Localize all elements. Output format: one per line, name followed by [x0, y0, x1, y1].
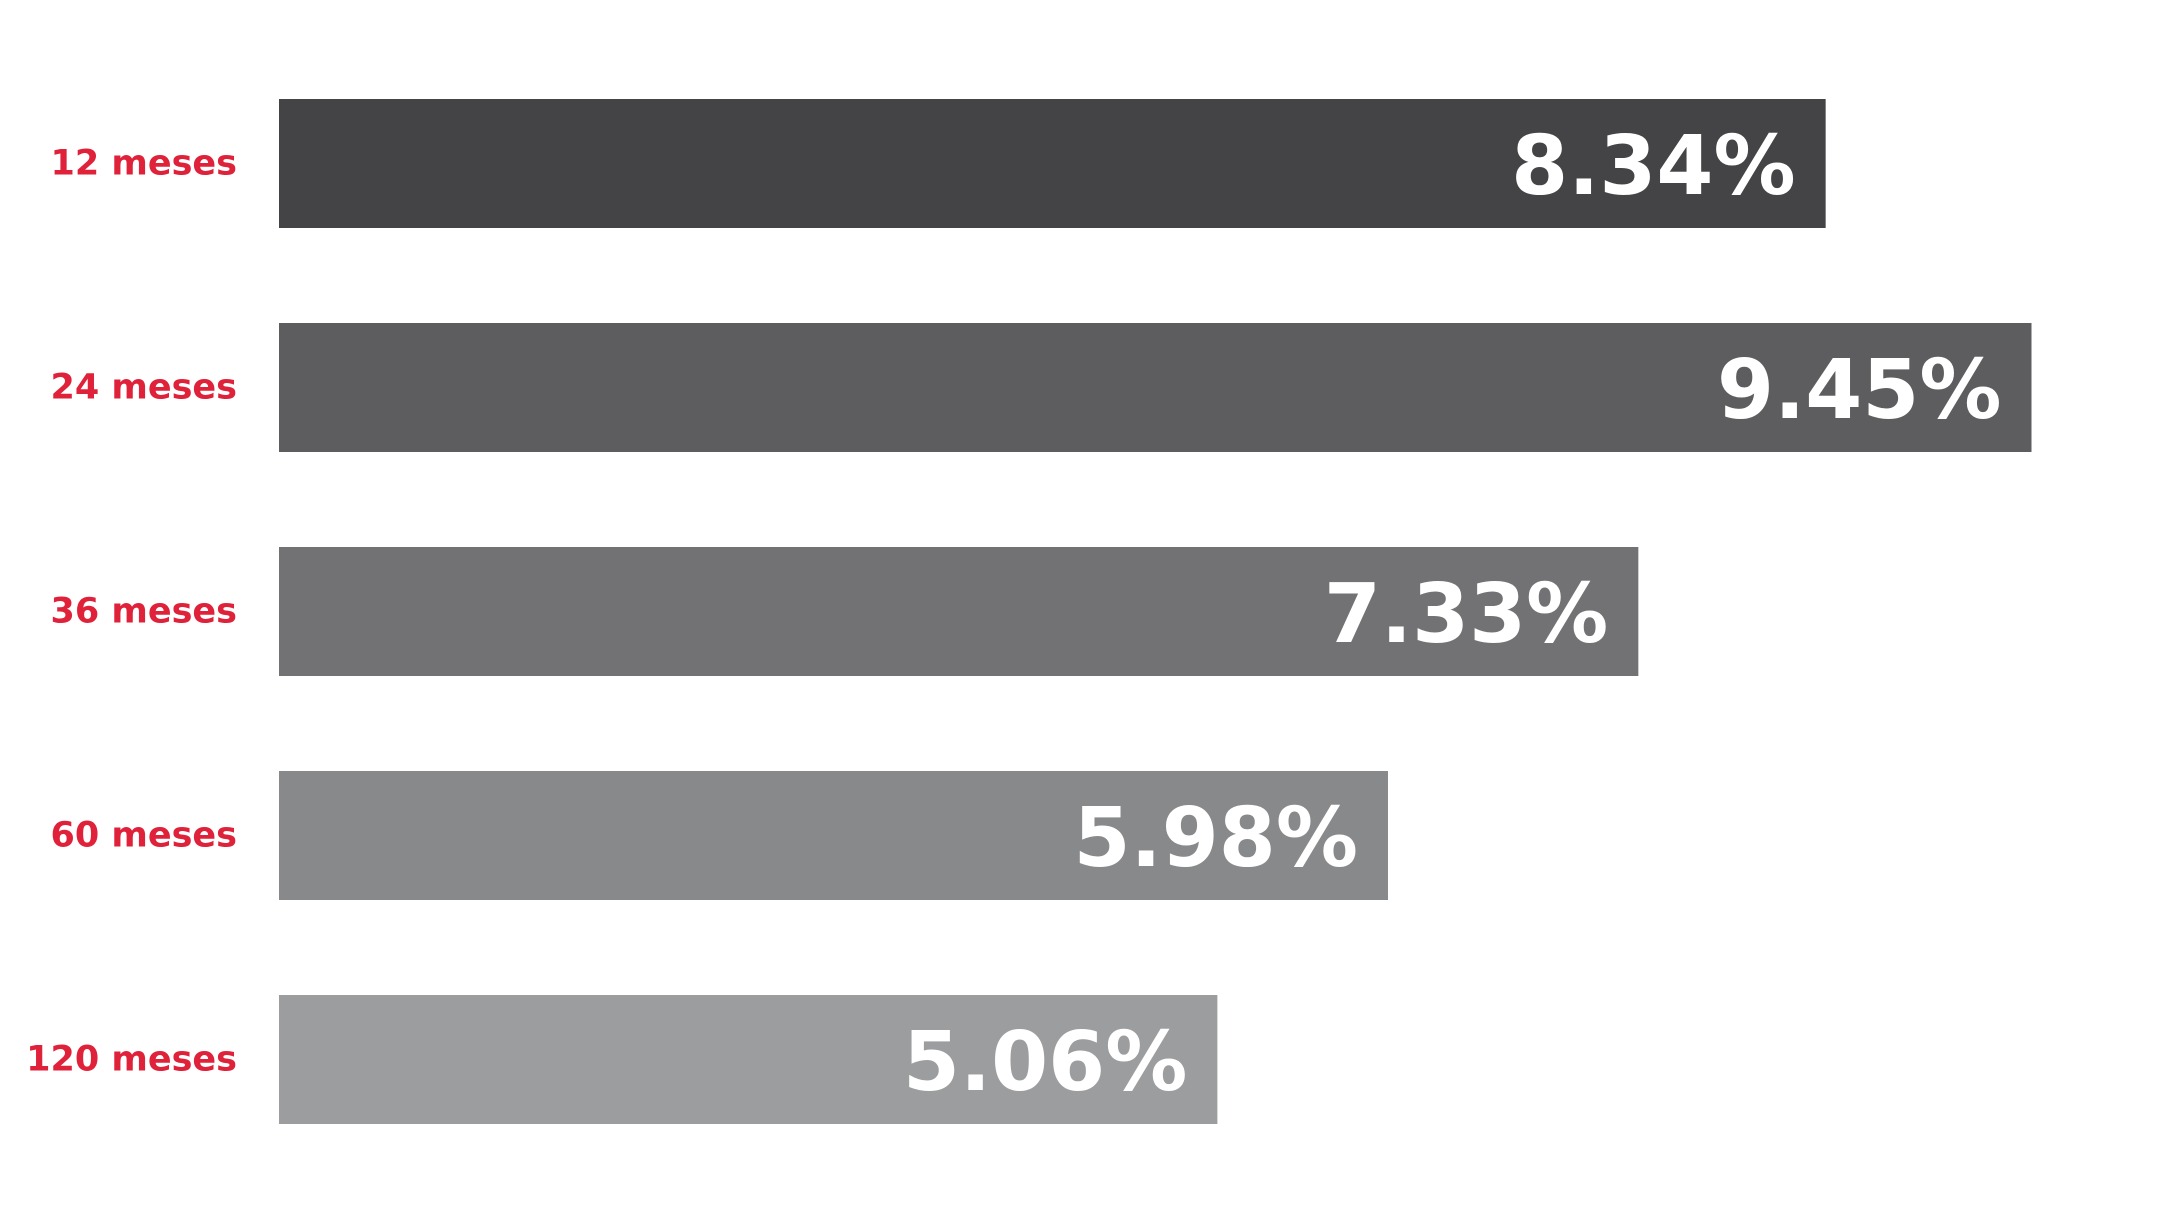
category-label: 12 meses: [50, 144, 237, 184]
bar: [279, 771, 1388, 900]
category-label: 120 meses: [26, 1040, 237, 1080]
category-label: 36 meses: [50, 592, 237, 632]
bar: [279, 99, 1826, 228]
bar: [279, 547, 1639, 676]
bar: [279, 995, 1218, 1124]
value-label: 8.34%: [1511, 119, 1795, 214]
value-label: 5.98%: [1074, 791, 1358, 886]
value-labels-layer: 8.34% 9.45% 7.33% 5.98% 5.06%: [903, 119, 2002, 1110]
category-labels-layer: 12 meses 24 meses 36 meses 60 meses 120 mese…: [26, 144, 237, 1080]
value-label: 9.45%: [1717, 343, 2001, 438]
value-label: 5.06%: [903, 1015, 1187, 1110]
category-label: 60 meses: [50, 816, 237, 856]
category-label: 24 meses: [50, 368, 237, 408]
bars-layer: [279, 99, 2032, 1124]
bar: [279, 323, 2032, 452]
value-label: 7.33%: [1324, 567, 1608, 662]
